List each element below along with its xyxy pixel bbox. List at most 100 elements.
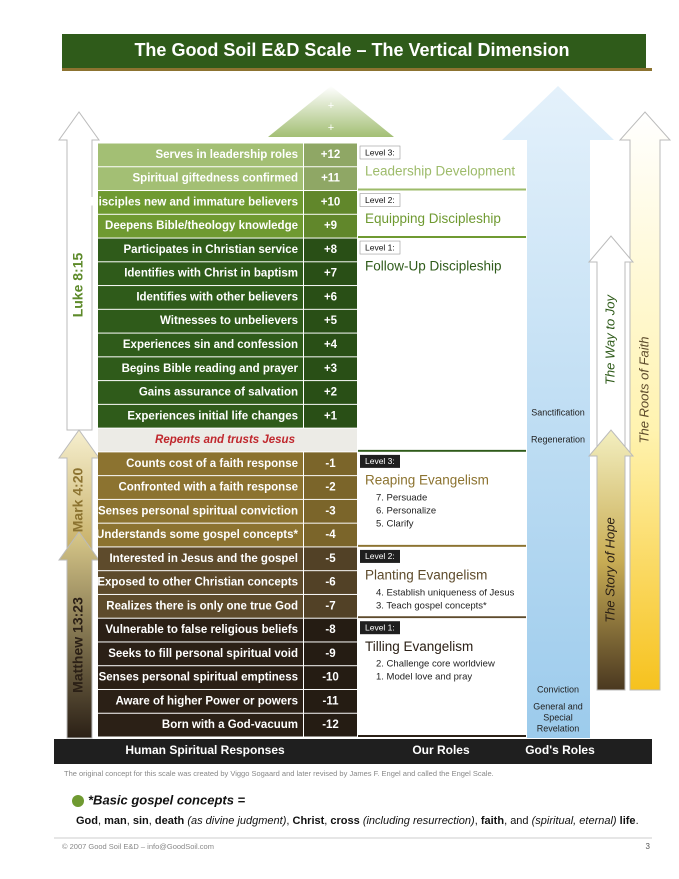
luke-arrow [58, 111, 100, 431]
score-text: -5 [325, 553, 336, 565]
row-cell [98, 404, 303, 428]
level-label: Level 2: [365, 551, 395, 561]
score-cell [304, 618, 357, 642]
level-tag [360, 549, 400, 563]
copyright: © 2007 Good Soil E&D – info@GoodSoil.com [62, 842, 214, 851]
matthew-label: Matthew 13:23 [70, 597, 86, 693]
joy-label: The Way to Joy [602, 293, 617, 385]
row-cell [98, 357, 303, 381]
score-text: -1 [325, 458, 336, 470]
score-text: -9 [325, 648, 335, 660]
score-shade [304, 333, 357, 357]
score-cell [304, 499, 357, 523]
level-label: Level 2: [365, 195, 395, 205]
score-shade [304, 618, 357, 642]
score-cell [304, 404, 357, 428]
row-cell [98, 452, 303, 476]
note-part: Christ [293, 815, 325, 827]
response-text: Spiritual giftedness confirmed [133, 173, 299, 185]
role-box [358, 238, 526, 452]
response-text: Counts cost of a faith response [126, 458, 298, 470]
score-text: +10 [321, 196, 341, 208]
turning-cell [98, 428, 357, 452]
score-cell [304, 571, 357, 594]
level-label: Level 1: [365, 242, 395, 252]
score-cell [304, 642, 357, 666]
mark-label: Mark 4:20 [70, 467, 86, 532]
level-tag [359, 240, 401, 255]
gods-role: Regeneration [531, 434, 585, 444]
role-step: 7. Persuade [376, 492, 427, 503]
row-cell [98, 333, 303, 357]
score-text: +1 [324, 410, 338, 422]
score-text: -10 [322, 672, 339, 684]
response-text: Identifies with Christ in baptism [124, 268, 298, 280]
roots-arrow [618, 111, 672, 691]
score-shade [304, 452, 357, 476]
score-cell [304, 286, 357, 309]
our-roles: Level 3: Leadership Development Level 2: Eq… [358, 143, 526, 737]
row-cell [98, 167, 303, 191]
score-shade [304, 594, 357, 618]
level-tag [359, 193, 401, 207]
score-shade [304, 214, 357, 238]
role-step: 5. Clarify [376, 518, 414, 529]
response-text: Experiences initial life changes [127, 410, 298, 422]
score-text: +8 [324, 244, 338, 256]
role-name: Planting Evangelism [365, 567, 487, 582]
note-part: . [636, 815, 639, 827]
gods-roles-arrow [502, 86, 614, 738]
row-cell [98, 618, 303, 642]
score-shade [304, 191, 357, 214]
score-shade [304, 381, 357, 404]
role-step: 4. Establish uniqueness of Jesus [376, 587, 515, 598]
footer-label: God's Roles [525, 743, 595, 757]
response-text: Born with a God-vacuum [162, 719, 298, 731]
response-text: Identifies with other believers [136, 291, 298, 303]
note-part: , [286, 815, 292, 827]
note-part: , [475, 815, 481, 827]
level-label: Level 3: [365, 147, 395, 157]
score-text: +3 [324, 363, 337, 375]
row-cell [98, 191, 303, 214]
row-cell [98, 547, 303, 571]
score-shade [304, 689, 357, 713]
score-text: -12 [322, 719, 339, 731]
score-cell [304, 333, 357, 357]
row-cell [98, 499, 303, 523]
score-shade [304, 642, 357, 666]
note-part: (including resurrection) [363, 815, 475, 827]
score-cell [304, 214, 357, 238]
score-shade [304, 143, 357, 167]
note-part: (spiritual, eternal) [532, 815, 617, 827]
gods-role: General and [533, 701, 583, 711]
score-shade [304, 404, 357, 428]
note-icon [72, 795, 84, 807]
score-text: -4 [325, 529, 336, 541]
score-cell [304, 143, 357, 167]
score-text: +7 [324, 268, 337, 280]
score-cell [304, 689, 357, 713]
row-cell [98, 642, 303, 666]
title: The Good Soil E&D Scale – The Vertical D… [134, 40, 569, 60]
level-tag [360, 454, 400, 468]
score-shade [304, 357, 357, 381]
footer-label: Our Roles [412, 743, 470, 757]
score-shade [304, 666, 357, 689]
row-cell [98, 381, 303, 404]
row-cell [98, 238, 303, 262]
score-cell [304, 309, 357, 333]
score-cell [304, 476, 357, 499]
growth-arrow-head [268, 86, 394, 137]
note-part: cross [330, 815, 359, 827]
title-rule [62, 68, 652, 71]
row-cell [98, 594, 303, 618]
score-cell [304, 381, 357, 404]
score-text: +5 [324, 315, 338, 327]
score-text: +9 [324, 220, 337, 232]
response-text: Serves in leadership roles [155, 149, 298, 161]
score-text: -6 [325, 577, 335, 589]
score-cell [304, 238, 357, 262]
score-shade [304, 499, 357, 523]
score-shade [304, 523, 357, 547]
